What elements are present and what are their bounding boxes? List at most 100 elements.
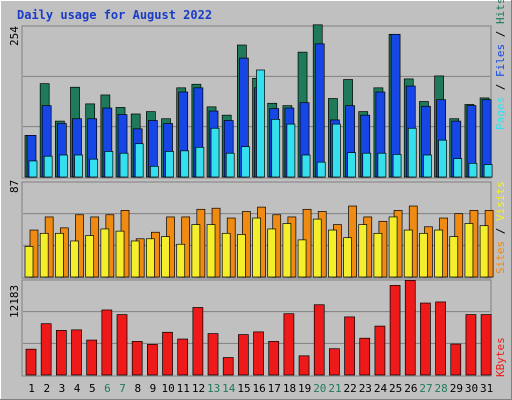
chart-title: Daily usage for August 2022	[17, 8, 212, 22]
bar-sites	[388, 216, 398, 278]
bar-pages	[377, 152, 387, 178]
y-max-label-kbytes: 12183	[8, 285, 21, 318]
legend-mid: Sites / Visits	[494, 181, 507, 274]
bar-pages	[119, 152, 129, 178]
bar-kbytes	[101, 309, 113, 376]
legend-top: Pages / Files / Hits	[494, 0, 507, 130]
bar-sites	[176, 243, 186, 278]
bar-pages	[150, 165, 159, 178]
bar-kbytes	[55, 330, 67, 376]
x-tick-label: 17	[268, 382, 281, 395]
x-tick-label: 3	[59, 382, 66, 395]
x-tick-label: 21	[328, 382, 341, 395]
bar-kbytes	[389, 285, 401, 376]
bar-pages	[256, 69, 265, 178]
legend-kbytes: KBytes	[494, 337, 507, 377]
x-tick-label: 14	[222, 382, 236, 395]
bar-kbytes	[329, 348, 340, 376]
x-tick-label: 29	[450, 382, 463, 395]
legend-hits: Hits	[494, 0, 507, 24]
x-tick-label: 4	[74, 382, 81, 395]
legend-bot: KBytes	[494, 337, 507, 377]
bar-sites	[24, 246, 34, 278]
legend-files: Files	[494, 44, 507, 77]
bar-pages	[28, 160, 38, 178]
x-tick-label: 11	[177, 382, 190, 395]
bar-sites	[267, 228, 277, 278]
bar-sites	[70, 240, 79, 278]
x-tick-label: 30	[465, 382, 478, 395]
bar-kbytes	[374, 325, 386, 376]
bar-pages	[362, 152, 372, 178]
legend-visits: Visits	[494, 181, 507, 221]
bar-kbytes	[313, 304, 325, 376]
bar-sites	[449, 236, 459, 278]
bar-sites	[146, 238, 155, 278]
bar-kbytes	[207, 333, 219, 376]
bar-kbytes	[192, 307, 204, 376]
bar-pages	[301, 154, 311, 178]
bar-sites	[161, 236, 170, 278]
bar-pages	[58, 154, 68, 178]
bar-sites	[328, 229, 337, 278]
bar-kbytes	[71, 329, 82, 376]
bar-sites	[312, 218, 322, 278]
bar-kbytes	[344, 316, 355, 376]
bar-kbytes	[222, 357, 234, 376]
x-tick-label: 16	[253, 382, 266, 395]
bar-kbytes	[147, 344, 158, 376]
x-tick-label: 7	[119, 382, 126, 395]
bar-pages	[74, 154, 83, 178]
bar-pages	[483, 164, 493, 178]
bar-sites	[115, 230, 125, 278]
bar-pages	[195, 146, 205, 178]
bar-pages	[225, 152, 235, 178]
bar-kbytes	[238, 334, 249, 376]
bar-sites	[130, 240, 140, 278]
bar-kbytes	[435, 301, 446, 376]
bar-kbytes	[131, 341, 143, 376]
bars	[24, 24, 494, 376]
bar-sites	[464, 223, 474, 278]
bar-sites	[403, 229, 413, 278]
x-tick-label: 12	[192, 382, 205, 395]
bar-pages	[241, 146, 250, 178]
bar-pages	[316, 161, 326, 178]
x-tick-label: 9	[150, 382, 157, 395]
bar-sites	[434, 229, 443, 278]
bar-kbytes	[86, 339, 98, 376]
bar-pages	[43, 155, 53, 178]
bar-pages	[89, 158, 99, 178]
bar-files	[314, 43, 325, 178]
bar-sites	[297, 239, 307, 278]
x-tick-label: 28	[435, 382, 448, 395]
x-tick-label: 10	[161, 382, 174, 395]
bar-pages	[210, 127, 220, 178]
legend-sites: Sites	[494, 241, 507, 274]
x-tick-label: 25	[389, 382, 402, 395]
bar-sites	[237, 234, 246, 278]
bar-pages	[104, 151, 114, 178]
y-max-label-visits: 87	[8, 180, 21, 193]
bar-pages	[165, 151, 174, 178]
x-tick-label: 27	[419, 382, 432, 395]
bar-kbytes	[25, 348, 37, 376]
bar-kbytes	[404, 280, 416, 376]
bar-pages	[453, 158, 463, 178]
bar-pages	[468, 162, 478, 178]
bar-pages	[407, 127, 417, 178]
x-tick-label: 8	[134, 382, 141, 395]
bar-kbytes	[253, 331, 264, 376]
bar-kbytes	[420, 302, 431, 376]
bar-sites	[39, 232, 49, 278]
x-tick-label: 18	[283, 382, 296, 395]
x-tick-label: 19	[298, 382, 311, 395]
bar-kbytes	[162, 331, 173, 376]
x-tick-label: 15	[237, 382, 250, 395]
bar-pages	[271, 118, 281, 178]
x-tick-label: 6	[104, 382, 111, 395]
bar-sites	[252, 217, 261, 278]
y-max-label-hits: 254	[8, 26, 21, 46]
bar-kbytes	[40, 323, 52, 376]
bar-pages	[347, 152, 356, 178]
